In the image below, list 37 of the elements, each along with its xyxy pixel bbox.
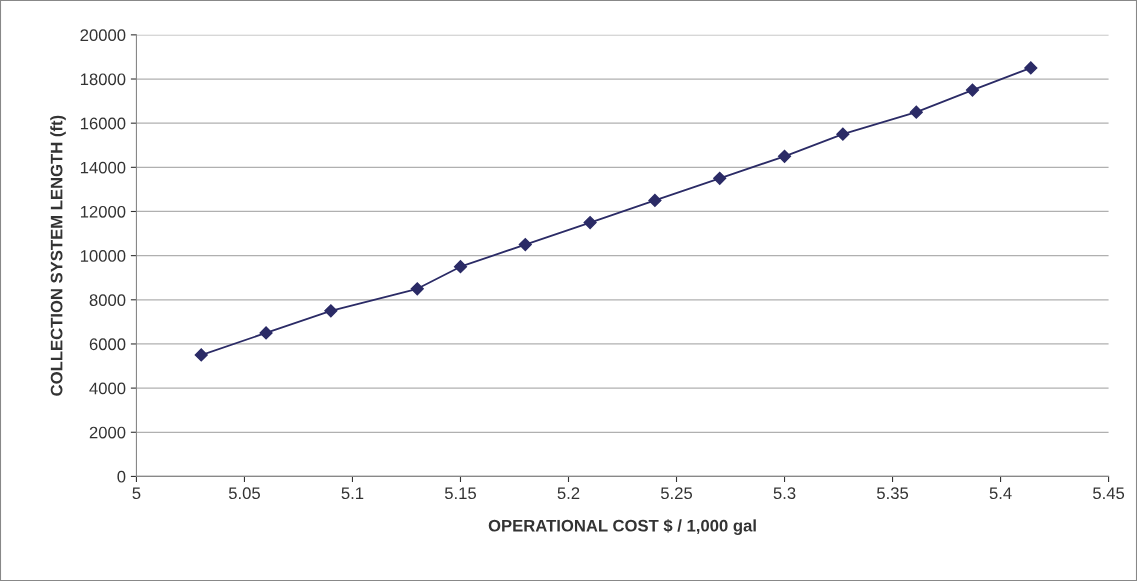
point (518, 238, 532, 252)
x-tick-label: 5.2 (557, 487, 580, 500)
point (648, 193, 662, 208)
y-tick-label: 2000 (89, 426, 126, 439)
x-tick-label: 5.15 (444, 487, 477, 500)
y-tick-label: 4000 (89, 382, 126, 395)
point (259, 326, 273, 340)
x-tick-label: 5.25 (660, 487, 693, 500)
y-tick-label: 0 (117, 470, 126, 483)
point (324, 304, 338, 318)
point (713, 171, 727, 185)
point (583, 215, 597, 230)
y-axis-title: COLLECTION SYSTEM LENGTH (ft) (50, 115, 66, 396)
y-tick-label: 14000 (80, 161, 126, 174)
point (194, 348, 208, 362)
x-tick-label: 5.3 (773, 487, 796, 500)
point (836, 127, 850, 141)
y-tick-label: 8000 (89, 294, 126, 306)
point (453, 260, 468, 274)
y-tick-label: 16000 (80, 117, 126, 130)
y-tick-label: 12000 (80, 205, 126, 218)
point (965, 83, 980, 97)
y-tick-label: 6000 (89, 338, 126, 351)
x-tick-label: 5.05 (228, 487, 260, 500)
y-tick-label: 10000 (80, 250, 126, 262)
x-tick-label: 5.35 (876, 487, 909, 500)
point (1024, 61, 1038, 75)
x-tick-label: 5.45 (1093, 487, 1125, 500)
y-tick-label: 20000 (80, 29, 126, 42)
x-tick-label: 5.1 (341, 487, 364, 500)
y-tick-label: 18000 (80, 73, 126, 86)
point (410, 282, 424, 296)
point (777, 149, 792, 163)
point (909, 105, 923, 119)
x-tick-label: 5.4 (989, 487, 1012, 500)
x-axis-title: OPERATIONAL COST $ / 1,000 gal (488, 519, 756, 535)
x-tick-label: 5 (132, 487, 141, 500)
